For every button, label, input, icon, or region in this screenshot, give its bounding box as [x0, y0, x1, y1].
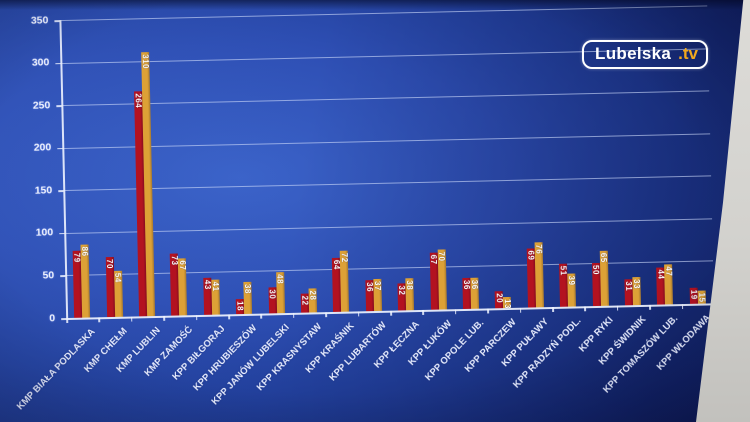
bar-yellow	[437, 249, 447, 310]
y-axis-label: 350	[30, 13, 49, 27]
bar-yellow	[632, 276, 642, 306]
bar-yellow	[243, 281, 253, 314]
x-axis-tick	[487, 308, 489, 314]
bar-yellow	[664, 264, 674, 305]
bar-yellow	[503, 296, 512, 309]
bar-yellow	[470, 278, 480, 309]
gridline	[61, 90, 710, 107]
x-axis-tick	[260, 313, 263, 319]
x-axis-tick	[390, 310, 392, 316]
x-axis-tick	[454, 309, 457, 315]
bar-yellow	[80, 244, 91, 318]
bar-yellow	[373, 279, 382, 312]
x-axis-tick	[649, 304, 651, 310]
y-axis-label: 200	[33, 141, 52, 154]
x-axis-tick	[681, 304, 684, 310]
y-axis-label: 300	[31, 56, 50, 69]
bar-yellow	[113, 270, 123, 317]
gridline	[63, 175, 712, 192]
y-axis-label: 150	[34, 184, 53, 197]
lubelska-tv-logo: Lubelska .tv	[582, 40, 708, 69]
x-axis-tick	[228, 314, 230, 320]
gridline	[62, 133, 711, 149]
x-axis-tick	[98, 317, 101, 323]
y-axis-line	[59, 20, 69, 319]
bar-yellow	[211, 279, 220, 315]
x-axis-tick	[422, 309, 425, 315]
x-axis-tick	[713, 303, 716, 309]
bar-yellow	[405, 277, 415, 311]
bar-yellow	[567, 273, 577, 307]
x-axis-tick	[616, 305, 619, 311]
gridline	[59, 5, 708, 22]
bar-yellow	[534, 242, 544, 308]
y-axis-label: 250	[32, 98, 51, 112]
bar-yellow	[275, 272, 285, 314]
gridline	[64, 218, 713, 234]
bar-yellow	[340, 250, 350, 312]
logo-name: Lubelska	[595, 44, 672, 63]
y-axis-label: 100	[35, 226, 54, 240]
x-axis-tick	[325, 312, 327, 318]
x-axis-tick	[584, 306, 587, 312]
y-axis-label: 50	[42, 269, 55, 282]
x-axis-tick	[519, 307, 522, 313]
gridline	[65, 260, 714, 277]
x-axis-tick	[552, 306, 554, 313]
x-axis-tick	[163, 315, 165, 321]
bar-yellow	[599, 250, 609, 306]
x-axis-tick	[357, 311, 360, 317]
bar-yellow	[697, 290, 706, 304]
logo-tld: .tv	[678, 44, 698, 63]
bar-yellow	[308, 288, 318, 313]
y-axis-label: 0	[49, 311, 56, 324]
x-axis-tick	[66, 317, 68, 324]
bar-red	[495, 291, 504, 309]
x-axis-tick	[130, 316, 133, 322]
category-label: KPP LUBARTÓW	[327, 319, 390, 384]
bar-yellow	[178, 258, 188, 316]
x-axis-tick	[292, 312, 295, 318]
x-axis-tick	[195, 315, 198, 321]
